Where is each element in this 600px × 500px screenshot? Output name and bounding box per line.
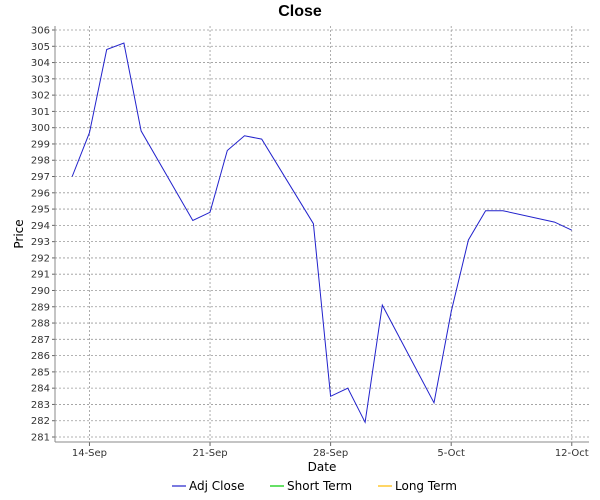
x-tick-label: 12-Oct [555, 448, 589, 459]
y-tick-label: 305 [31, 42, 50, 53]
y-tick-label: 288 [31, 319, 50, 330]
x-tick-label: 21-Sep [192, 448, 227, 459]
plot-area [55, 26, 589, 442]
y-tick-label: 297 [31, 172, 50, 183]
chart-title: Close [278, 3, 322, 20]
grid [55, 26, 589, 442]
y-tick-label: 285 [31, 367, 50, 378]
axes: 281 282 283 284 285 286 287 288 289 290 291 292 293 2… [31, 26, 589, 459]
x-tick-label: 5-Oct [437, 448, 465, 459]
y-tick-label: 284 [31, 384, 50, 395]
y-tick-label: 283 [31, 400, 50, 411]
x-axis-label: Date [308, 460, 337, 474]
y-tick-label: 287 [31, 335, 50, 346]
y-tick-label: 299 [31, 139, 50, 150]
y-tick-label: 282 [31, 416, 50, 427]
y-tick-label: 295 [31, 205, 50, 216]
series-line-0 [71, 42, 573, 424]
legend-label-2: Long Term [395, 479, 457, 493]
legend-label-0: Adj Close [189, 479, 244, 493]
y-tick-label: 292 [31, 253, 50, 264]
y-tick-label: 286 [31, 351, 50, 362]
y-tick-label: 281 [31, 433, 50, 444]
legend: Adj Close Short Term Long Term [172, 479, 457, 493]
y-tick-label: 291 [31, 270, 50, 281]
y-axis-label: Price [12, 219, 26, 248]
y-tick-label: 290 [31, 286, 50, 297]
y-tick-label: 303 [31, 74, 50, 85]
x-tick-label: 14-Sep [72, 448, 107, 459]
y-tick-label: 298 [31, 156, 50, 167]
y-tick-label: 300 [31, 123, 50, 134]
series-layer [71, 42, 573, 424]
x-tick-label: 28-Sep [313, 448, 348, 459]
y-tick-label: 302 [31, 91, 50, 102]
y-tick-label: 296 [31, 188, 50, 199]
y-tick-label: 301 [31, 107, 50, 118]
y-tick-label: 289 [31, 302, 50, 313]
y-tick-label: 293 [31, 237, 50, 248]
y-tick-label: 304 [31, 58, 50, 69]
y-tick-label: 294 [31, 221, 50, 232]
y-tick-label: 306 [31, 26, 50, 37]
legend-label-1: Short Term [287, 479, 352, 493]
